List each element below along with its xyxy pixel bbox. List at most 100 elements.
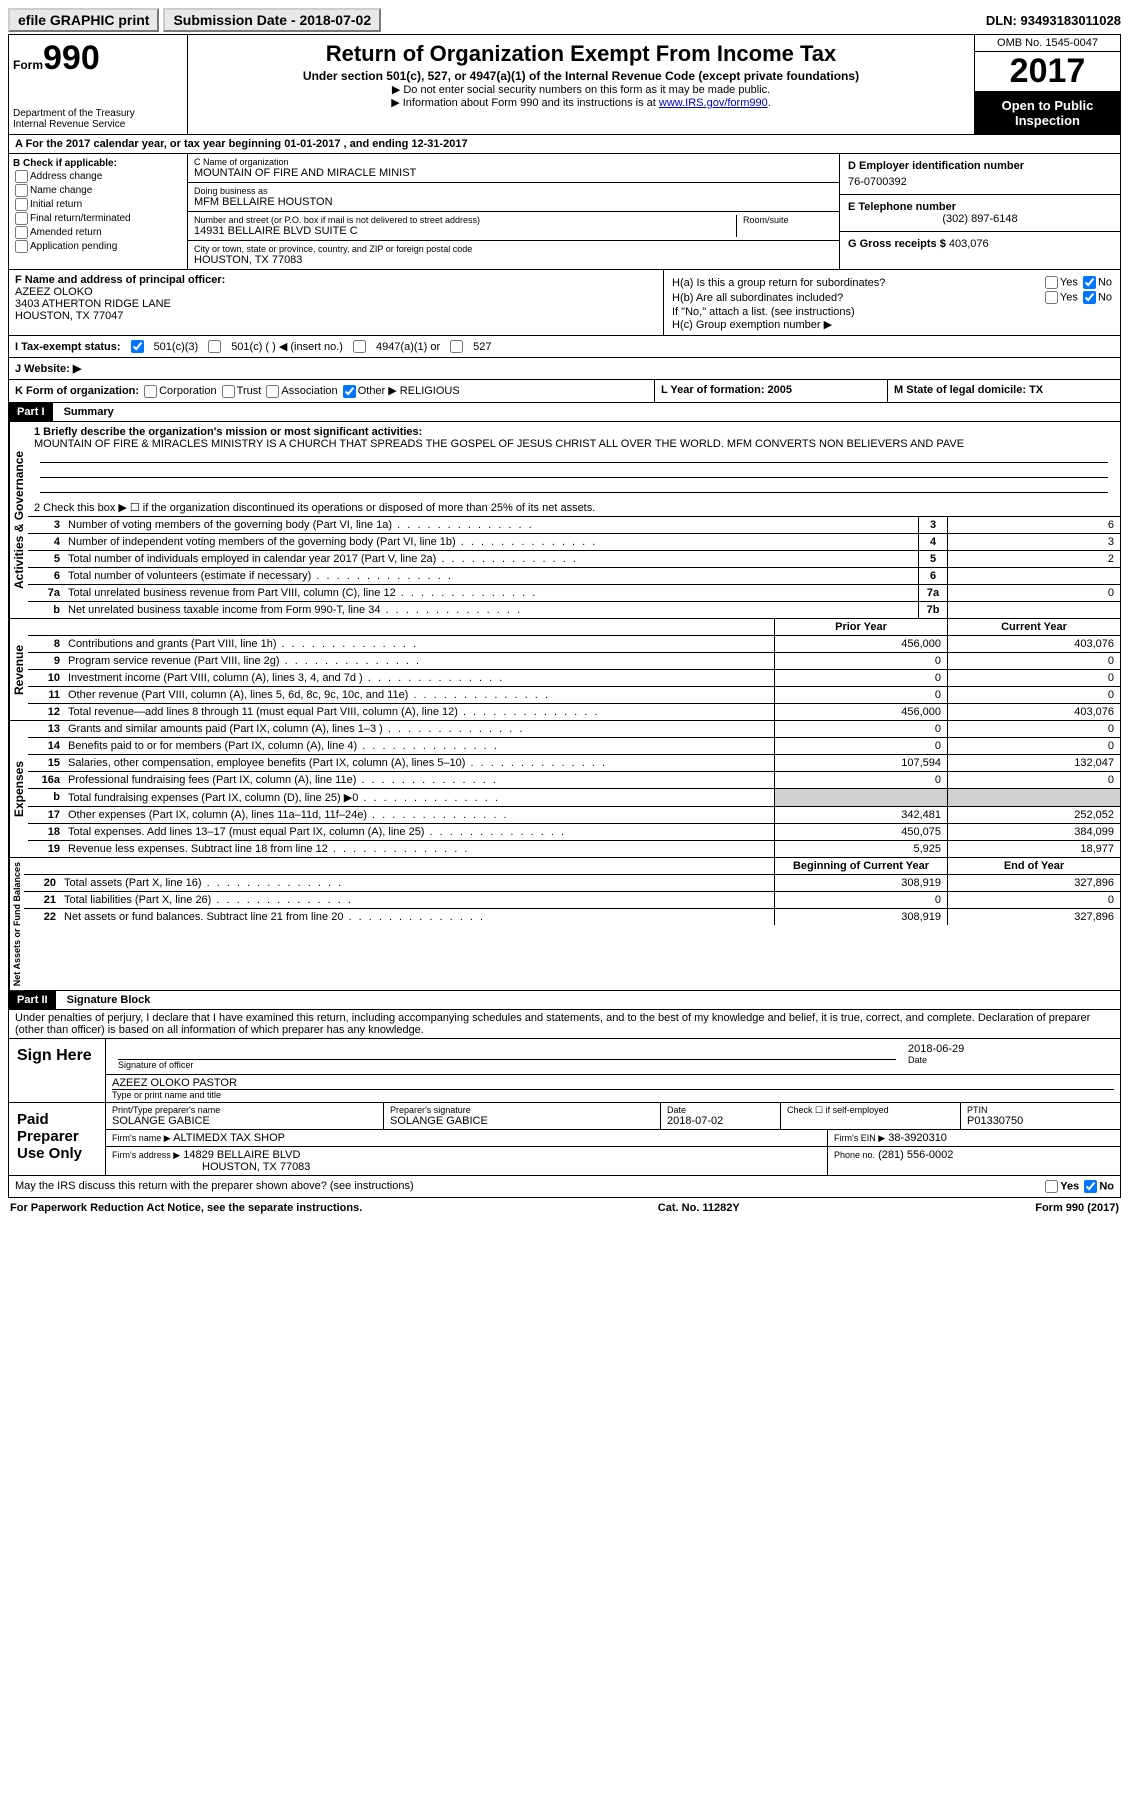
open-to-public: Open to Public Inspection — [975, 92, 1120, 134]
current-year-value: 0 — [947, 653, 1120, 669]
self-employed: Check ☐ if self-employed — [780, 1103, 960, 1130]
line-text: Total number of individuals employed in … — [64, 551, 918, 567]
line-num: 16a — [28, 772, 64, 788]
prior-year-value — [774, 789, 947, 806]
officer-name-title: AZEEZ OLOKO PASTOR — [112, 1077, 1114, 1090]
addr-label: Number and street (or P.O. box if mail i… — [194, 215, 736, 225]
prior-year-value: 107,594 — [774, 755, 947, 771]
line-box: 7a — [918, 585, 947, 601]
current-year-value: 403,076 — [947, 636, 1120, 652]
lbl-final-return: Final return/terminated — [30, 213, 131, 224]
note-ssn: ▶ Do not enter social security numbers o… — [196, 83, 966, 96]
mission-text: MOUNTAIN OF FIRE & MIRACLES MINISTRY IS … — [34, 438, 964, 450]
f-label: F Name and address of principal officer: — [15, 274, 657, 286]
discuss-no[interactable] — [1084, 1180, 1097, 1193]
line-text: Benefits paid to or for members (Part IX… — [64, 738, 774, 754]
dba-label: Doing business as — [194, 186, 833, 196]
hb-no[interactable] — [1083, 291, 1096, 304]
line-num: 5 — [28, 551, 64, 567]
line-text: Number of independent voting members of … — [64, 534, 918, 550]
officer-name: AZEEZ OLOKO — [15, 286, 657, 298]
city-label: City or town, state or province, country… — [194, 244, 833, 254]
prep-sig-label: Preparer's signature — [390, 1105, 654, 1115]
prior-year-value: 456,000 — [774, 636, 947, 652]
tax-year: 2017 — [975, 52, 1120, 92]
ptin: P01330750 — [967, 1115, 1023, 1127]
l-year: L Year of formation: 2005 — [661, 384, 792, 396]
note-info-prefix: ▶ Information about Form 990 and its ins… — [391, 97, 659, 109]
firm-addr2: HOUSTON, TX 77083 — [202, 1161, 310, 1173]
chk-501c[interactable] — [208, 340, 221, 353]
ha-yes[interactable] — [1045, 276, 1058, 289]
line-num: 17 — [28, 807, 64, 823]
line-text: Net assets or fund balances. Subtract li… — [60, 909, 774, 925]
line-num: 21 — [24, 892, 60, 908]
form-subtitle: Under section 501(c), 527, or 4947(a)(1)… — [196, 69, 966, 83]
org-name: MOUNTAIN OF FIRE AND MIRACLE MINIST — [194, 167, 833, 179]
prior-year-value: 0 — [774, 892, 947, 908]
chk-trust[interactable] — [222, 385, 235, 398]
omb-number: OMB No. 1545-0047 — [975, 35, 1120, 52]
chk-corp[interactable] — [144, 385, 157, 398]
lbl-501c3: 501(c)(3) — [154, 341, 199, 353]
line-num: 4 — [28, 534, 64, 550]
tab-governance: Activities & Governance — [9, 422, 28, 618]
line-box: 3 — [918, 517, 947, 533]
current-year-value — [947, 789, 1120, 806]
chk-amended[interactable] — [15, 226, 28, 239]
chk-name-change[interactable] — [15, 184, 28, 197]
officer-addr1: 3403 ATHERTON RIDGE LANE — [15, 298, 657, 310]
chk-4947[interactable] — [353, 340, 366, 353]
name-title-label: Type or print name and title — [112, 1090, 1114, 1100]
prior-year-value: 5,925 — [774, 841, 947, 857]
row-a-tax-year: A For the 2017 calendar year, or tax yea… — [9, 135, 1120, 154]
discuss-yes[interactable] — [1045, 1180, 1058, 1193]
chk-application-pending[interactable] — [15, 240, 28, 253]
prior-year-value: 0 — [774, 687, 947, 703]
chk-address-change[interactable] — [15, 170, 28, 183]
l1-label: 1 Briefly describe the organization's mi… — [34, 426, 422, 438]
efile-print-button[interactable]: efile GRAPHIC print — [8, 8, 159, 32]
submission-date-button[interactable]: Submission Date - 2018-07-02 — [163, 8, 381, 32]
current-year-value: 327,896 — [947, 909, 1120, 925]
current-year-value: 132,047 — [947, 755, 1120, 771]
line-text: Total unrelated business revenue from Pa… — [64, 585, 918, 601]
ha-no[interactable] — [1083, 276, 1096, 289]
chk-assoc[interactable] — [266, 385, 279, 398]
hb-yes[interactable] — [1045, 291, 1058, 304]
form990-link[interactable]: www.IRS.gov/form990 — [659, 97, 768, 109]
col-prior-year: Prior Year — [774, 619, 947, 635]
line-text: Total liabilities (Part X, line 26) — [60, 892, 774, 908]
chk-final-return[interactable] — [15, 212, 28, 225]
lbl-corp: Corporation — [159, 385, 216, 397]
dln-label: DLN: 93493183011028 — [986, 13, 1121, 28]
chk-527[interactable] — [450, 340, 463, 353]
line-num: 3 — [28, 517, 64, 533]
sig-officer-label: Signature of officer — [118, 1060, 896, 1070]
firm-phone: (281) 556-0002 — [878, 1149, 953, 1161]
chk-initial-return[interactable] — [15, 198, 28, 211]
lbl-application-pending: Application pending — [30, 241, 117, 252]
col-boy: Beginning of Current Year — [774, 858, 947, 874]
part1-title: Summary — [56, 406, 114, 418]
ein-value: 76-0700392 — [848, 176, 1112, 188]
chk-501c3[interactable] — [131, 340, 144, 353]
line-num: 11 — [28, 687, 64, 703]
part2-title: Signature Block — [59, 994, 151, 1006]
paid-preparer-label: Paid Preparer Use Only — [9, 1103, 106, 1175]
cat-no: Cat. No. 11282Y — [658, 1202, 740, 1214]
firm-phone-label: Phone no. — [834, 1150, 875, 1160]
line-text: Total assets (Part X, line 16) — [60, 875, 774, 891]
phone-value: (302) 897-6148 — [848, 213, 1112, 225]
street-address: 14931 BELLAIRE BLVD SUITE C — [194, 225, 736, 237]
chk-other[interactable] — [343, 385, 356, 398]
line-text: Total revenue—add lines 8 through 11 (mu… — [64, 704, 774, 720]
line-num: 7a — [28, 585, 64, 601]
firm-addr1: 14829 BELLAIRE BLVD — [183, 1149, 300, 1161]
current-year-value: 327,896 — [947, 875, 1120, 891]
current-year-value: 0 — [947, 772, 1120, 788]
line-box: 6 — [918, 568, 947, 584]
line-num: 9 — [28, 653, 64, 669]
phone-label: E Telephone number — [848, 201, 1112, 213]
top-bar: efile GRAPHIC print Submission Date - 20… — [8, 8, 1121, 32]
